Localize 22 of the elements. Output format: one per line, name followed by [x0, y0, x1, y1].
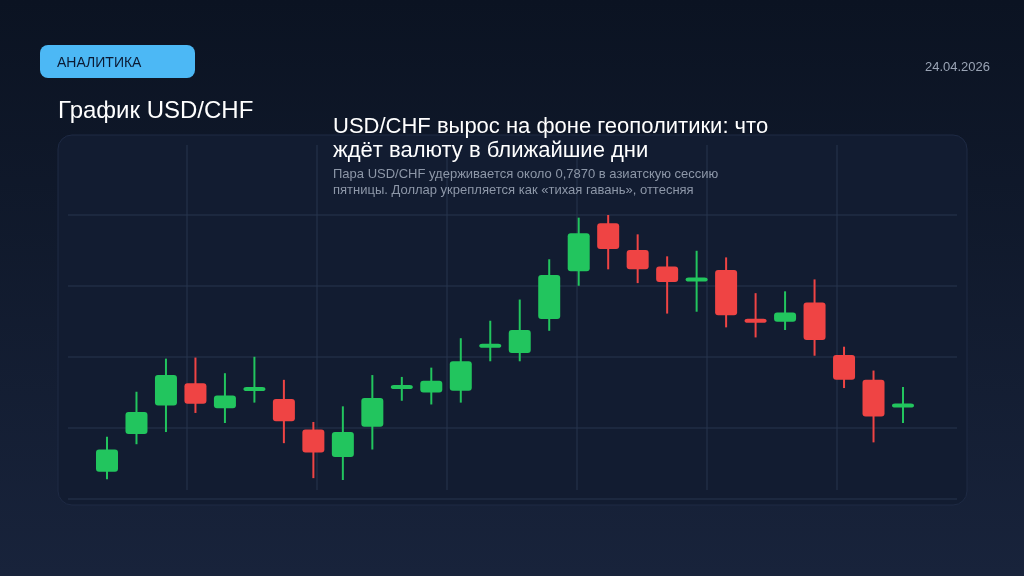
candlestick: [302, 420, 325, 480]
candlestick: [213, 372, 236, 425]
candlestick: [272, 378, 295, 445]
candlestick: [390, 375, 413, 402]
candlestick: [685, 249, 708, 313]
text: АНАЛИТИКА: [57, 54, 143, 70]
text: 24.04.2026: [924, 59, 990, 74]
candlestick: [508, 298, 531, 363]
candlestick: [656, 255, 679, 315]
candlestick: [626, 233, 649, 285]
candlestick: [243, 355, 266, 404]
candlestick: [744, 292, 767, 339]
candlestick: [774, 290, 797, 332]
candlestick: [125, 390, 148, 446]
chart-subtitle: USD/CHF вырос на фоне геополитики: что ждёт валюту в ближайшие дни: [333, 113, 769, 162]
candlestick: [184, 356, 207, 414]
candlestick: [479, 319, 502, 363]
candlestick: [892, 385, 914, 425]
chart-title: График USD/CHF: [58, 96, 254, 123]
candlestick: [96, 435, 118, 481]
text: Пара USD/CHF удерживается около 0,7870 в азиатскую сессию пятницы. Доллар укрепляется как «тихая гавань», оттесняя: [333, 166, 719, 197]
candlestick: [420, 366, 443, 406]
